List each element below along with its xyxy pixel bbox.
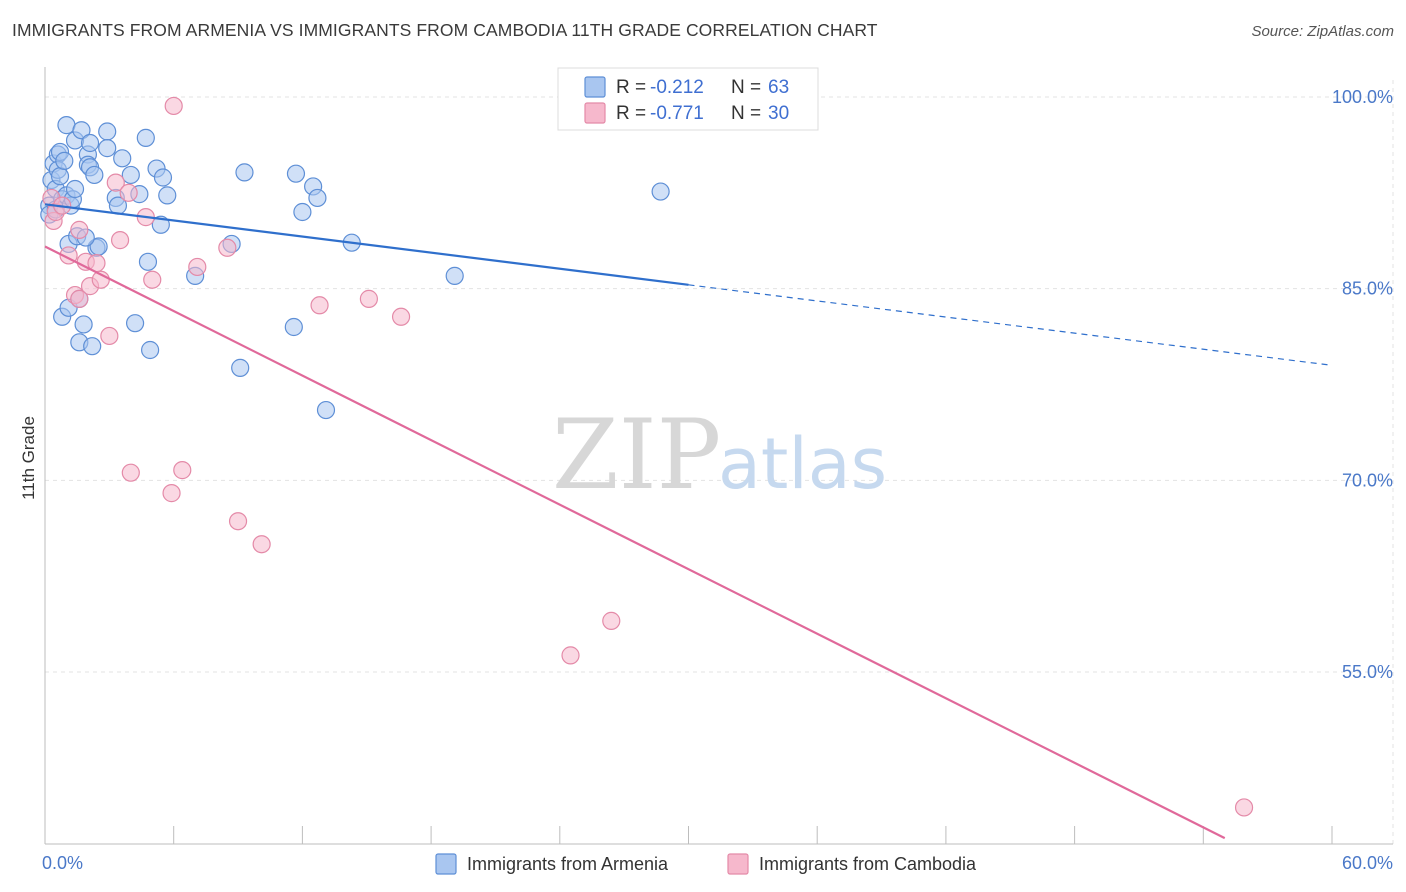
y-tick-label: 100.0% (1332, 87, 1393, 107)
point-cambodia (359, 289, 378, 308)
point-cambodia (602, 611, 621, 630)
point-cambodia (162, 484, 181, 503)
bottom-legend-armenia: Immigrants from Armenia (467, 854, 669, 874)
point-cambodia (1234, 798, 1254, 817)
point-armenia (113, 149, 132, 168)
point-armenia (293, 202, 312, 222)
point-cambodia (561, 646, 580, 665)
point-cambodia (173, 461, 192, 480)
axes (44, 67, 1393, 845)
legend-cambodia-n-value: 30 (768, 103, 789, 124)
legend-cambodia-r-label: R = (616, 103, 646, 124)
point-cambodia (143, 270, 162, 289)
point-armenia (316, 400, 336, 420)
point-cambodia (188, 257, 207, 277)
point-armenia (55, 151, 74, 170)
point-cambodia (110, 231, 130, 250)
point-cambodia (121, 463, 140, 482)
point-armenia (445, 266, 464, 285)
legend-armenia-n-label: N = (731, 77, 761, 98)
point-cambodia (391, 307, 411, 326)
point-armenia (85, 165, 104, 185)
watermark-zip: ZIP (552, 399, 721, 511)
legend-armenia-r-label: R = (616, 77, 646, 98)
point-armenia (121, 165, 140, 185)
chart-title: IMMIGRANTS FROM ARMENIA VS IMMIGRANTS FR… (12, 20, 878, 40)
point-cambodia (119, 183, 138, 202)
point-armenia (50, 167, 70, 186)
bottom-legend-swatch-cambodia (727, 853, 749, 875)
point-armenia (651, 182, 670, 201)
point-cambodia (70, 289, 89, 308)
chart-source: Source: ZipAtlas.com (1251, 23, 1394, 40)
point-cambodia (252, 535, 271, 554)
y-axis-label: 11th Grade (19, 416, 38, 500)
y-tick-label: 85.0% (1342, 279, 1393, 299)
legend-swatch-armenia (584, 76, 606, 98)
y-tick-labels: 100.0% 85.0% 70.0% 55.0% (1332, 87, 1393, 682)
point-armenia (141, 340, 160, 360)
point-armenia (125, 314, 145, 333)
y-tick-label: 55.0% (1342, 662, 1393, 682)
point-cambodia (310, 296, 329, 315)
x-tick-label: 0.0% (42, 853, 83, 873)
point-armenia (80, 133, 100, 153)
point-cambodia (106, 173, 125, 192)
point-armenia (74, 315, 93, 334)
watermark-atlas: atlas (718, 423, 887, 505)
trend-line-armenia-extension (688, 284, 1333, 366)
point-armenia (72, 121, 91, 140)
point-armenia (308, 188, 327, 208)
point-cambodia (100, 326, 119, 346)
bottom-legend-swatch-armenia (435, 853, 457, 875)
point-armenia (286, 164, 306, 183)
point-armenia (158, 186, 177, 205)
point-armenia (235, 163, 254, 182)
bottom-legend: Immigrants from Armenia Immigrants from … (435, 853, 977, 875)
y-tick-label: 70.0% (1342, 470, 1393, 490)
trend-lines (44, 203, 1333, 840)
point-armenia (138, 252, 158, 271)
point-armenia (151, 215, 170, 234)
legend-armenia-r-value: -0.212 (650, 77, 704, 98)
point-cambodia (228, 512, 248, 531)
point-armenia (98, 139, 117, 158)
point-armenia (284, 317, 303, 337)
legend-swatch-cambodia (584, 102, 606, 124)
trend-line-cambodia (44, 245, 1226, 840)
point-cambodia (70, 220, 89, 239)
point-armenia (98, 122, 117, 141)
legend-cambodia-r-value: -0.771 (650, 103, 704, 124)
legend-cambodia-n-label: N = (731, 103, 761, 124)
point-armenia (83, 337, 102, 356)
point-armenia (65, 179, 85, 199)
bottom-legend-cambodia: Immigrants from Cambodia (759, 854, 977, 874)
point-cambodia (218, 238, 237, 257)
point-armenia (153, 168, 173, 187)
point-cambodia (164, 96, 183, 116)
legend-armenia-n-value: 63 (768, 77, 789, 98)
legend: R = -0.212 N = 63 R = -0.771 N = 30 (557, 67, 819, 131)
trend-line-armenia (44, 203, 689, 286)
x-tick-labels: 0.0% 60.0% (42, 853, 1393, 873)
point-armenia (231, 358, 250, 377)
x-tick-label: 60.0% (1342, 853, 1393, 873)
point-armenia (136, 128, 155, 147)
watermark: ZIP atlas (552, 399, 887, 511)
point-armenia (57, 116, 76, 135)
